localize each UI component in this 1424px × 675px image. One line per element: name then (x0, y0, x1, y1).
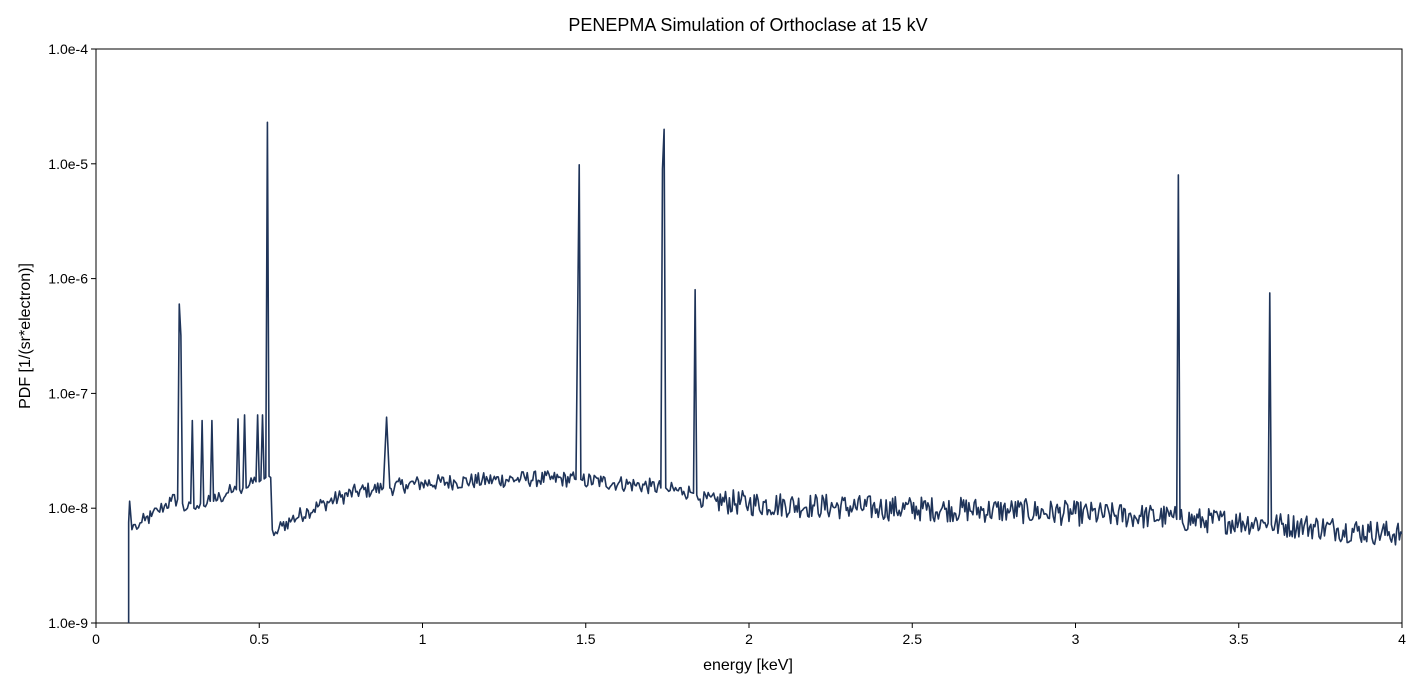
spectrum-series-line (127, 121, 1403, 623)
x-tick-label: 3.5 (1229, 631, 1249, 647)
x-tick-label: 2 (745, 631, 753, 647)
x-tick-label: 3 (1072, 631, 1080, 647)
x-tick-label: 1 (419, 631, 427, 647)
y-axis-label: PDF [1/(sr*electron)] (17, 263, 34, 409)
y-tick-label: 1.0e-8 (48, 500, 88, 516)
series-layer (127, 121, 1403, 623)
y-tick-label: 1.0e-4 (48, 41, 88, 57)
y-tick-label: 1.0e-9 (48, 615, 88, 631)
y-axis: 1.0e-9 1.0e-8 1.0e-7 1.0e-6 1.0e-5 1.0e-4 (48, 41, 96, 631)
y-tick-label: 1.0e-6 (48, 271, 88, 287)
x-tick-label: 4 (1398, 631, 1406, 647)
x-tick-label: 2.5 (903, 631, 923, 647)
x-tick-label: 1.5 (576, 631, 596, 647)
plot-area (95, 48, 1403, 624)
x-tick-label: 0 (92, 631, 100, 647)
x-axis-label: energy [keV] (703, 657, 793, 674)
x-axis: 0 0.5 1 1.5 2 2.5 3 3.5 4 (92, 623, 1406, 647)
y-tick-label: 1.0e-7 (48, 385, 88, 401)
y-tick-label: 1.0e-5 (48, 156, 88, 172)
chart-title: PENEPMA Simulation of Orthoclase at 15 k… (568, 15, 927, 35)
x-tick-label: 0.5 (250, 631, 270, 647)
